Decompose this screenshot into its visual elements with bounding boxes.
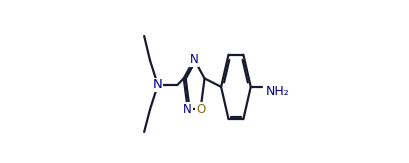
Text: N: N <box>190 53 198 66</box>
Text: N: N <box>153 78 163 91</box>
Text: NH₂: NH₂ <box>265 85 290 98</box>
Text: O: O <box>196 103 205 116</box>
Text: N: N <box>183 103 192 116</box>
